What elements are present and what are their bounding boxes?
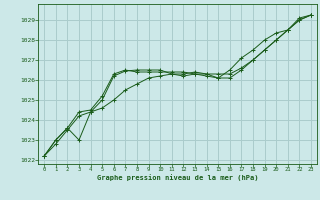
X-axis label: Graphe pression niveau de la mer (hPa): Graphe pression niveau de la mer (hPa) xyxy=(97,174,258,181)
